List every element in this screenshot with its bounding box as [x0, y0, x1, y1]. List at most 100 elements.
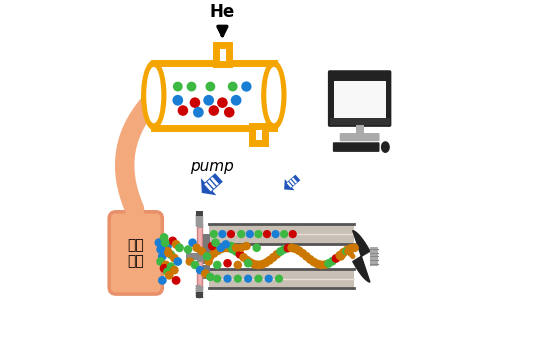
Point	[206, 84, 215, 89]
Bar	[330, 118, 389, 125]
Bar	[203, 234, 210, 248]
Point	[232, 249, 240, 254]
Point	[222, 242, 230, 247]
Point	[190, 100, 199, 105]
Text: He: He	[210, 3, 235, 21]
Point	[343, 247, 352, 253]
Point	[172, 277, 181, 283]
Point	[206, 274, 215, 280]
Point	[232, 245, 240, 251]
Point	[213, 276, 222, 281]
Point	[158, 277, 167, 283]
Point	[306, 257, 315, 262]
Point	[165, 273, 174, 278]
Point	[299, 251, 307, 256]
Point	[261, 260, 270, 266]
Point	[313, 261, 322, 267]
Point	[209, 108, 218, 113]
Point	[232, 97, 240, 103]
Point	[187, 84, 196, 89]
Point	[161, 262, 170, 268]
Point	[291, 246, 300, 252]
Point	[276, 249, 285, 254]
Point	[155, 240, 163, 245]
Point	[340, 250, 349, 255]
Point	[338, 251, 347, 257]
Point	[331, 255, 340, 261]
Bar	[334, 81, 386, 118]
Point	[237, 245, 246, 251]
Point	[224, 245, 233, 251]
Point	[239, 255, 248, 260]
Point	[242, 243, 251, 249]
Point	[271, 231, 280, 237]
Point	[164, 250, 173, 256]
Polygon shape	[284, 174, 300, 190]
Point	[174, 84, 182, 89]
Point	[345, 250, 354, 255]
Point	[204, 97, 213, 103]
Point	[163, 243, 172, 249]
Bar	[196, 224, 202, 289]
FancyBboxPatch shape	[328, 70, 391, 127]
Point	[343, 248, 352, 254]
Point	[206, 254, 215, 259]
Point	[213, 248, 222, 253]
Bar	[370, 247, 378, 266]
Point	[347, 246, 355, 251]
Bar	[186, 253, 213, 260]
Point	[242, 84, 251, 89]
Point	[302, 254, 311, 259]
Point	[163, 248, 172, 254]
Point	[233, 262, 242, 268]
Point	[218, 231, 227, 237]
Point	[192, 245, 201, 251]
Bar	[252, 126, 265, 143]
Bar	[196, 251, 202, 257]
Ellipse shape	[262, 61, 286, 129]
Bar	[196, 257, 202, 261]
Point	[174, 97, 182, 103]
FancyBboxPatch shape	[340, 133, 379, 141]
Point	[190, 262, 199, 268]
Point	[208, 243, 217, 249]
Point	[320, 262, 329, 267]
Bar	[196, 211, 203, 216]
Ellipse shape	[267, 68, 281, 122]
Bar	[215, 45, 229, 64]
Point	[235, 252, 244, 257]
Point	[161, 240, 170, 245]
Polygon shape	[353, 231, 370, 282]
Point	[269, 255, 278, 260]
FancyBboxPatch shape	[109, 212, 162, 294]
Point	[280, 246, 288, 252]
Point	[166, 264, 175, 269]
Point	[170, 255, 179, 261]
Point	[217, 246, 226, 252]
Point	[246, 231, 254, 237]
Ellipse shape	[382, 142, 389, 152]
Point	[223, 276, 232, 281]
Point	[227, 243, 235, 249]
Point	[272, 252, 281, 257]
Bar	[203, 245, 211, 264]
Point	[179, 108, 187, 113]
Point	[347, 251, 355, 257]
Point	[264, 276, 273, 281]
Point	[160, 235, 169, 240]
Point	[210, 251, 219, 256]
Ellipse shape	[142, 61, 166, 129]
Point	[185, 259, 194, 264]
Bar	[209, 269, 354, 288]
Point	[194, 110, 203, 115]
Bar	[203, 265, 210, 279]
Point	[341, 248, 350, 254]
Point	[262, 231, 271, 237]
Point	[265, 258, 274, 263]
Point	[160, 266, 169, 271]
Point	[243, 258, 252, 263]
Point	[156, 247, 165, 252]
Text: pump: pump	[190, 159, 234, 174]
Point	[198, 248, 206, 254]
Point	[209, 231, 218, 237]
